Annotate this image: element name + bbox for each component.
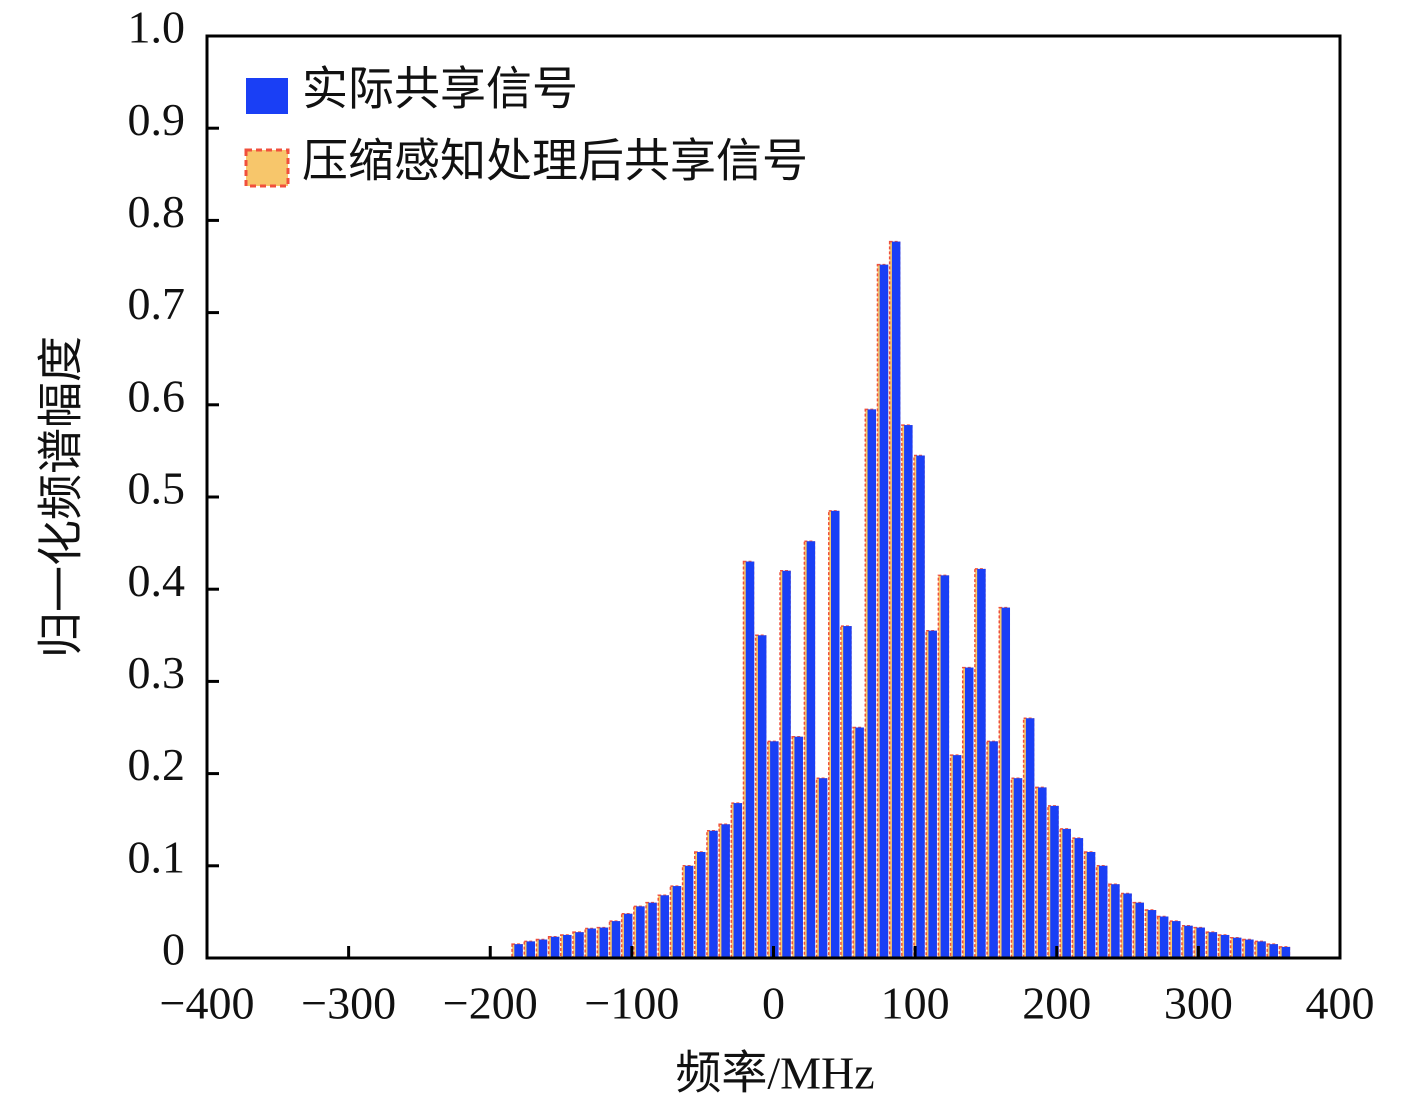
bar <box>794 736 803 958</box>
bar <box>940 575 950 958</box>
bar <box>709 830 718 958</box>
bar <box>977 568 986 958</box>
bar <box>1025 718 1035 958</box>
bar <box>697 851 706 958</box>
bar <box>648 902 657 958</box>
y-tick-label: 0.3 <box>128 647 186 698</box>
x-tick-label: 400 <box>1306 978 1375 1029</box>
bar <box>1208 932 1218 958</box>
bar <box>782 570 791 958</box>
bar <box>660 895 669 958</box>
bar <box>575 932 584 958</box>
y-tick-label: 1.0 <box>128 2 186 53</box>
bar <box>587 928 596 958</box>
bar <box>684 865 694 958</box>
bar <box>636 906 645 958</box>
bar <box>599 927 609 958</box>
x-axis-label: 频率/MHz <box>675 1048 874 1099</box>
y-tick-label: 0.9 <box>128 94 186 145</box>
bar <box>1135 902 1144 958</box>
bar <box>623 913 633 958</box>
y-tick-label: 0 <box>162 924 185 975</box>
bar <box>1269 944 1278 958</box>
x-tick-label: −300 <box>301 978 396 1029</box>
bar <box>611 921 621 958</box>
bar <box>1159 916 1169 958</box>
bar <box>904 425 913 959</box>
bar <box>514 944 523 958</box>
y-tick-label: 0.6 <box>128 370 186 421</box>
bar <box>1184 925 1193 958</box>
legend-swatch <box>246 78 288 114</box>
y-tick-label: 0.2 <box>128 739 186 790</box>
legend-label: 压缩感知处理后共享信号 <box>302 136 808 187</box>
bar <box>989 741 998 958</box>
bar <box>733 803 743 958</box>
bar <box>1086 851 1096 958</box>
bar <box>745 561 755 958</box>
bar <box>1196 927 1205 958</box>
bar <box>538 939 548 958</box>
x-tick-label: −100 <box>584 978 679 1029</box>
y-axis-label: 归一化频谱幅度 <box>36 336 87 658</box>
y-tick-label: 0.5 <box>128 463 186 514</box>
bar <box>526 941 536 958</box>
bar <box>1147 910 1157 958</box>
bar <box>1098 865 1108 958</box>
bar <box>928 630 937 958</box>
bar <box>1074 838 1084 958</box>
bar <box>757 635 767 958</box>
x-tick-label: 0 <box>762 978 785 1029</box>
bar <box>855 727 864 958</box>
y-tick-label: 0.1 <box>128 831 186 882</box>
bar <box>867 409 877 958</box>
x-tick-label: 200 <box>1022 978 1091 1029</box>
bar <box>964 667 974 958</box>
bar <box>1232 937 1242 958</box>
y-tick-label: 0.4 <box>128 555 186 606</box>
bar <box>1062 828 1071 958</box>
bar <box>843 626 852 958</box>
bar <box>916 455 925 958</box>
x-tick-label: −400 <box>160 978 255 1029</box>
bar <box>1001 607 1011 958</box>
bar <box>952 755 962 958</box>
bar <box>1038 787 1047 958</box>
bar <box>818 778 828 958</box>
bar <box>830 510 840 958</box>
bar <box>721 824 730 958</box>
bar <box>1281 946 1291 958</box>
legend-label: 实际共享信号 <box>302 64 578 115</box>
bar <box>1220 934 1230 958</box>
bar <box>563 934 572 958</box>
legend-swatch <box>244 148 290 188</box>
x-tick-label: −200 <box>443 978 538 1029</box>
bar <box>1111 884 1120 958</box>
x-tick-label: 300 <box>1164 978 1233 1029</box>
bar <box>672 886 682 958</box>
bar <box>806 541 816 958</box>
bar <box>1172 921 1181 958</box>
bar <box>770 741 779 958</box>
bar <box>1245 939 1254 958</box>
bar <box>1013 778 1023 958</box>
bar <box>550 936 560 958</box>
bar <box>1050 805 1059 958</box>
bar <box>1123 893 1132 958</box>
bar <box>879 264 889 958</box>
y-tick-label: 0.8 <box>128 186 186 237</box>
bar <box>891 241 901 958</box>
bar <box>1257 941 1266 958</box>
y-tick-label: 0.7 <box>128 278 186 329</box>
x-tick-label: 100 <box>881 978 950 1029</box>
